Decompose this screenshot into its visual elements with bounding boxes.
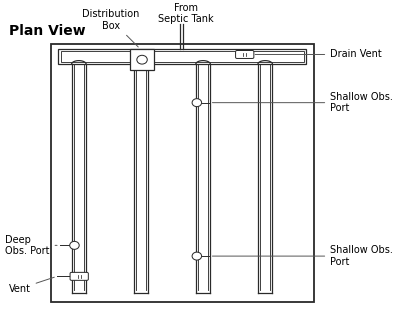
Text: Drain Vent: Drain Vent: [255, 49, 382, 59]
Bar: [130, 49, 154, 71]
Text: Deep
Obs. Port: Deep Obs. Port: [5, 235, 57, 256]
Bar: [51, 44, 314, 302]
FancyBboxPatch shape: [236, 50, 254, 58]
Text: Vent: Vent: [9, 277, 54, 293]
Bar: [58, 49, 306, 64]
Circle shape: [70, 241, 79, 249]
Circle shape: [192, 252, 202, 260]
Text: Distribution
Box: Distribution Box: [82, 9, 140, 47]
Circle shape: [192, 99, 202, 107]
Text: Shallow Obs.
Port: Shallow Obs. Port: [212, 92, 393, 113]
Text: From
Septic Tank: From Septic Tank: [158, 3, 214, 24]
Text: Plan View: Plan View: [9, 24, 85, 38]
Circle shape: [137, 55, 147, 64]
Text: Shallow Obs.
Port: Shallow Obs. Port: [212, 245, 393, 267]
Bar: [61, 51, 304, 62]
FancyBboxPatch shape: [70, 272, 88, 280]
